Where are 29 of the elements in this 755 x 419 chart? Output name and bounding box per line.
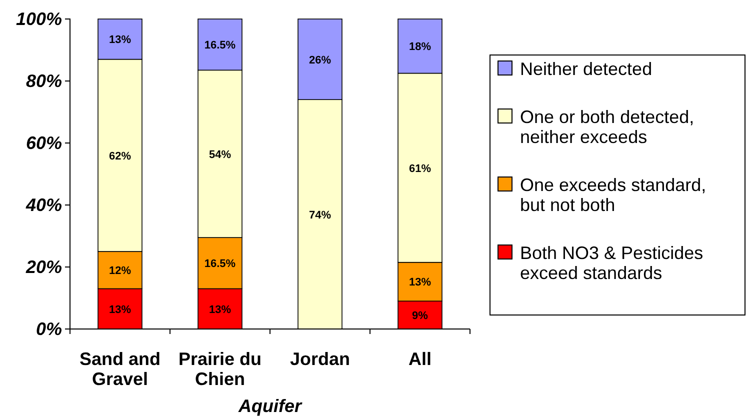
legend-label: Both NO3 & Pesticides exceed standards (520, 243, 704, 283)
legend-label: One or both detected, neither exceeds (520, 107, 694, 147)
data-label: 62% (108, 150, 132, 162)
data-label: 13% (208, 304, 232, 316)
x-tick-label: Prairie du Chien (178, 349, 262, 389)
legend-label: Neither detected (520, 59, 652, 79)
legend-label: One exceeds standard, but not both (520, 175, 706, 215)
data-label: 13% (108, 34, 132, 46)
data-label: 74% (308, 209, 332, 222)
y-tick-label: 60% (26, 132, 62, 153)
data-label: 16.5% (204, 40, 236, 52)
y-tick-label: 80% (26, 70, 62, 91)
data-label: 61% (408, 162, 432, 175)
data-label: 9% (412, 310, 428, 322)
x-axis-title: Aquifer (238, 396, 302, 416)
data-label: 12% (108, 265, 132, 278)
y-tick-label: 20% (24, 256, 62, 277)
y-tick-label: 40% (24, 194, 62, 215)
data-label: 13% (408, 276, 432, 289)
x-tick-label: Jordan (290, 349, 350, 369)
data-label: 54% (208, 148, 232, 161)
data-label: 26% (308, 54, 332, 66)
data-label: 13% (108, 304, 132, 316)
data-label: 16.5% (204, 258, 236, 270)
y-tick-label: 100% (16, 8, 62, 29)
x-tick-label: Sand and Gravel (79, 349, 161, 389)
y-tick-label: 0% (36, 318, 62, 339)
x-tick-label: All (408, 349, 432, 369)
data-label: 18% (408, 41, 432, 54)
